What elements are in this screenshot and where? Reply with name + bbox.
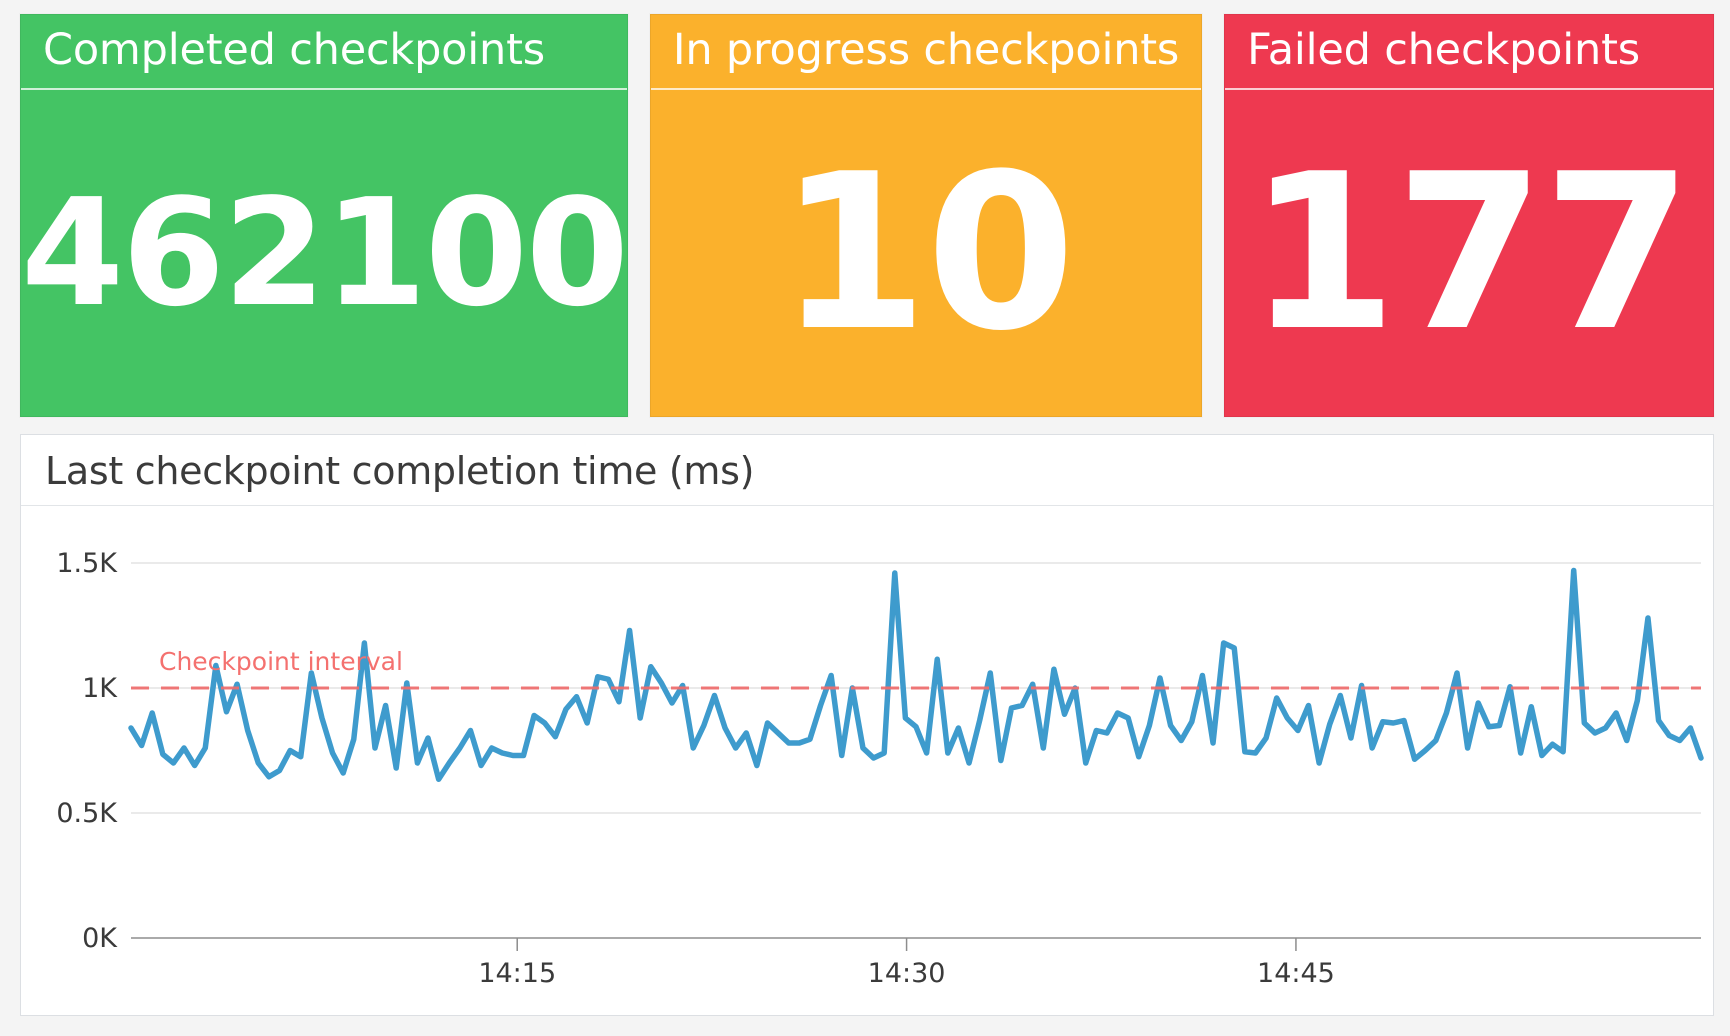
kpi-value-wrap-completed: 462100 [21, 90, 627, 416]
y-axis-tick-label: 0K [82, 923, 118, 954]
kpi-value-wrap-in-progress: 10 [651, 90, 1201, 416]
line-chart[interactable]: 0K 0.5K 1K 1.5K 14:15 14:30 14:45 Checkpoint in… [21, 506, 1713, 1006]
kpi-value-completed: 462100 [21, 166, 627, 339]
threshold-label: Checkpoint interval [159, 647, 403, 676]
kpi-title-failed: Failed checkpoints [1225, 15, 1713, 90]
kpi-card-completed[interactable]: Completed checkpoints 462100 [20, 14, 628, 417]
kpi-value-failed: 177 [1247, 126, 1693, 378]
kpi-value-in-progress: 10 [778, 126, 1075, 378]
chart-panel-title: Last checkpoint completion time (ms) [21, 435, 1713, 506]
kpi-card-in-progress[interactable]: In progress checkpoints 10 [649, 14, 1203, 417]
y-axis-tick-label: 0.5K [56, 798, 118, 829]
chart-panel: Last checkpoint completion time (ms) 0K 0… [20, 434, 1714, 1016]
kpi-card-row: Completed checkpoints 462100 In progress… [20, 14, 1714, 417]
kpi-title-completed: Completed checkpoints [21, 15, 627, 90]
y-axis-tick-label: 1.5K [56, 548, 118, 579]
chart-body[interactable]: 0K 0.5K 1K 1.5K 14:15 14:30 14:45 Checkpoint in… [21, 506, 1713, 1006]
y-axis-tick-label: 1K [82, 673, 118, 704]
x-axis-tick-label: 14:15 [478, 958, 556, 989]
kpi-card-failed[interactable]: Failed checkpoints 177 [1224, 14, 1714, 417]
x-axis-tick-label: 14:30 [868, 958, 946, 989]
x-axis-tick-label: 14:45 [1257, 958, 1335, 989]
kpi-value-wrap-failed: 177 [1225, 90, 1713, 416]
series-line[interactable] [128, 567, 1704, 782]
kpi-title-in-progress: In progress checkpoints [650, 15, 1202, 90]
